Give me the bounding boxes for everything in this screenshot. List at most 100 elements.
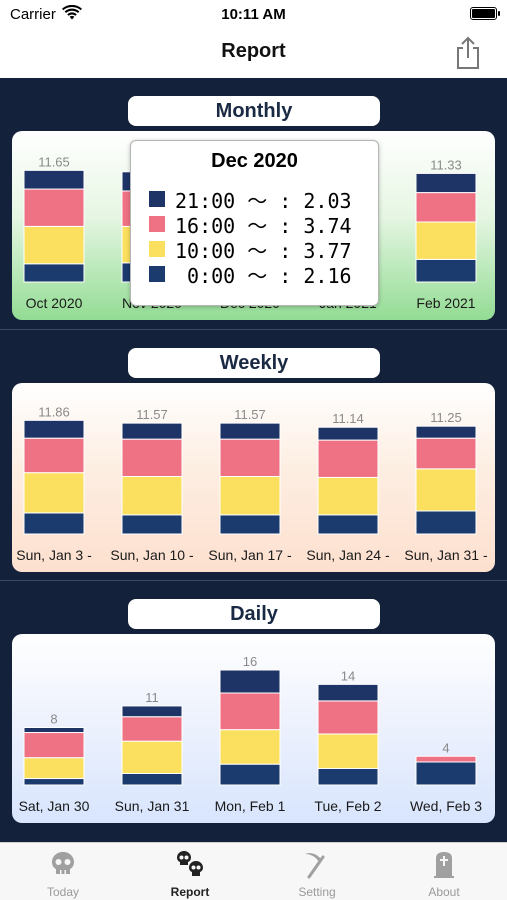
bar-segment[interactable] — [219, 692, 281, 731]
legend-swatch — [149, 266, 165, 282]
bar-segment[interactable] — [415, 761, 477, 786]
tab-label: About — [428, 885, 460, 899]
bar-segment[interactable] — [415, 221, 477, 260]
bar-segment[interactable] — [23, 757, 85, 780]
popover-title: Dec 2020 — [211, 150, 298, 172]
bar-segment[interactable] — [415, 437, 477, 470]
bar-segment[interactable] — [415, 192, 477, 223]
popover-row-2100: 21:00 ～ : 2.03 — [149, 188, 352, 213]
bar-segment[interactable] — [219, 514, 281, 535]
bar-segment[interactable] — [23, 225, 85, 265]
bar-segment[interactable] — [317, 439, 379, 478]
category-label: Sat, Jan 30 — [19, 798, 90, 814]
bar-segment[interactable] — [317, 683, 379, 702]
carrier-label: Carrier — [10, 6, 56, 23]
bar-segment[interactable] — [121, 705, 183, 718]
category-label: Sun, Jan 24 - — [306, 547, 390, 563]
tab-label: Report — [170, 885, 210, 899]
bar-total-label: 4 — [442, 740, 449, 755]
weekly-chart-card[interactable]: 11.86 Sun, Jan 3 - 11.57 Sun, Jan 10 - 11.57… — [12, 383, 495, 572]
popover-row-text: 10:00 ～ : 3.77 — [175, 238, 352, 263]
tab-report[interactable]: Report — [127, 843, 253, 900]
tab-setting[interactable]: Setting — [254, 843, 380, 900]
bar-total-label: 11.86 — [38, 404, 70, 419]
daily-chart[interactable]: 8 Sat, Jan 30 11 Sun, Jan 31 16 Mon, Feb 1 14 T… — [12, 634, 495, 823]
category-label: Sun, Jan 31 — [115, 798, 190, 814]
bar-total-label: 11.57 — [234, 407, 266, 422]
bar-segment[interactable] — [219, 763, 281, 786]
bar-segment[interactable] — [121, 740, 183, 774]
bar-segment[interactable] — [23, 437, 85, 474]
navigation-bar: Report — [0, 28, 507, 78]
bar-segment[interactable] — [23, 732, 85, 759]
bar-total-label: 11.65 — [38, 154, 70, 169]
bar-segment[interactable] — [23, 472, 85, 514]
bar-segment[interactable] — [219, 669, 281, 694]
page-title: Report — [221, 40, 286, 62]
bar-segment[interactable] — [23, 727, 85, 734]
bar-segment[interactable] — [121, 422, 183, 440]
tab-about[interactable]: About — [381, 843, 507, 900]
popover-row-1600: 16:00 ～ : 3.74 — [149, 213, 352, 238]
bar-total-label: 11.14 — [332, 411, 364, 426]
share-icon[interactable] — [453, 36, 483, 70]
bar-segment[interactable] — [23, 512, 85, 535]
bar-segment[interactable] — [415, 510, 477, 535]
bar-segment[interactable] — [23, 188, 85, 227]
category-label: Sun, Jan 10 - — [110, 547, 194, 563]
bar-segment[interactable] — [121, 438, 183, 477]
bar-segment[interactable] — [23, 263, 85, 283]
bar-segment[interactable] — [415, 755, 477, 763]
battery-icon — [470, 7, 500, 20]
category-label: Oct 2020 — [26, 295, 83, 311]
bar-segment[interactable] — [317, 476, 379, 516]
legend-swatch — [149, 216, 165, 232]
clock: 10:11 AM — [221, 6, 286, 23]
bar-segment[interactable] — [219, 422, 281, 440]
bar-segment[interactable] — [415, 172, 477, 194]
bar-segment[interactable] — [317, 733, 379, 769]
bar-segment[interactable] — [415, 258, 477, 283]
bar-total-label: 8 — [50, 712, 57, 727]
legend-swatch — [149, 241, 165, 257]
category-label: Sun, Jan 3 - — [16, 547, 92, 563]
bar-segment[interactable] — [317, 514, 379, 535]
daily-chart-card[interactable]: 8 Sat, Jan 30 11 Sun, Jan 31 16 Mon, Feb 1 14 T… — [12, 634, 495, 823]
tab-label: Setting — [298, 885, 336, 899]
bar-total-label: 14 — [341, 668, 355, 683]
daily-title[interactable]: Daily — [128, 599, 380, 629]
category-label: Mon, Feb 1 — [215, 798, 286, 814]
bar-segment[interactable] — [121, 476, 183, 516]
bar-segment[interactable] — [219, 476, 281, 516]
bar-total-label: 11.57 — [136, 407, 168, 422]
weekly-title[interactable]: Weekly — [128, 348, 380, 378]
bar-detail-popover[interactable]: Dec 2020 21:00 ～ : 2.03 16:00 ～ : 3.74 1… — [130, 140, 379, 306]
bar-segment[interactable] — [317, 426, 379, 441]
monthly-title[interactable]: Monthly — [128, 96, 380, 126]
popover-row-1000: 10:00 ～ : 3.77 — [149, 238, 352, 263]
bar-segment[interactable] — [415, 468, 477, 512]
popover-row-text: 16:00 ～ : 3.74 — [175, 213, 352, 238]
category-label: Feb 2021 — [416, 295, 475, 311]
legend-swatch — [149, 191, 165, 207]
bar-segment[interactable] — [121, 773, 183, 786]
bar-segment[interactable] — [121, 716, 183, 742]
popover-row-0000: 0:00 ～ : 2.16 — [149, 263, 352, 288]
bar-segment[interactable] — [219, 729, 281, 765]
bar-segment[interactable] — [415, 425, 477, 439]
bar-segment[interactable] — [317, 700, 379, 735]
weekly-chart[interactable]: 11.86 Sun, Jan 3 - 11.57 Sun, Jan 10 - 11.57… — [12, 383, 495, 572]
tab-label: Today — [46, 885, 80, 899]
popover-row-text: 0:00 ～ : 2.16 — [175, 263, 352, 288]
daily-section: Daily 8 Sat, Jan 30 11 Sun, Jan 31 16 Mon, Fe… — [0, 580, 507, 831]
bar-segment[interactable] — [23, 419, 85, 439]
bar-segment[interactable] — [219, 438, 281, 477]
category-label: Tue, Feb 2 — [314, 798, 381, 814]
bar-segment[interactable] — [23, 778, 85, 786]
bar-segment[interactable] — [23, 169, 85, 190]
bar-segment[interactable] — [317, 767, 379, 786]
tab-today[interactable]: Today — [0, 843, 126, 900]
category-label: Wed, Feb 3 — [410, 798, 482, 814]
bar-segment[interactable] — [121, 514, 183, 535]
